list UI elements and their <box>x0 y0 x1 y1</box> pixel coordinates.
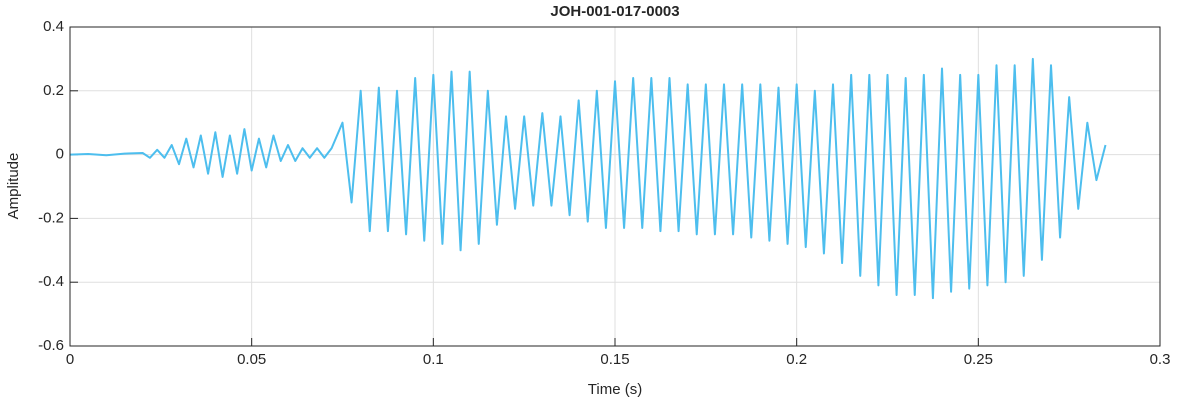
plot-frame <box>69 26 1161 347</box>
waveform-line <box>69 57 1107 300</box>
y-axis-label: Amplitude <box>5 153 22 220</box>
y-tick-label: -0.4 <box>38 273 64 290</box>
y-tick-label: -0.2 <box>38 209 64 226</box>
y-tick-label: -0.6 <box>38 337 64 354</box>
y-tick-label: 0.4 <box>43 18 64 35</box>
chart-title: JOH-001-017-0003 <box>550 3 679 20</box>
x-tick-label: 0.15 <box>600 351 629 368</box>
x-tick-label: 0.05 <box>237 351 266 368</box>
y-tick-label: 0 <box>56 146 64 163</box>
x-tick-label: 0.25 <box>964 351 993 368</box>
x-tick-label: 0.3 <box>1150 351 1171 368</box>
y-tick-label: 0.2 <box>43 82 64 99</box>
x-tick-label: 0 <box>66 351 74 368</box>
x-axis-label: Time (s) <box>588 381 642 398</box>
x-tick-label: 0.1 <box>423 351 444 368</box>
x-tick-label: 0.2 <box>786 351 807 368</box>
